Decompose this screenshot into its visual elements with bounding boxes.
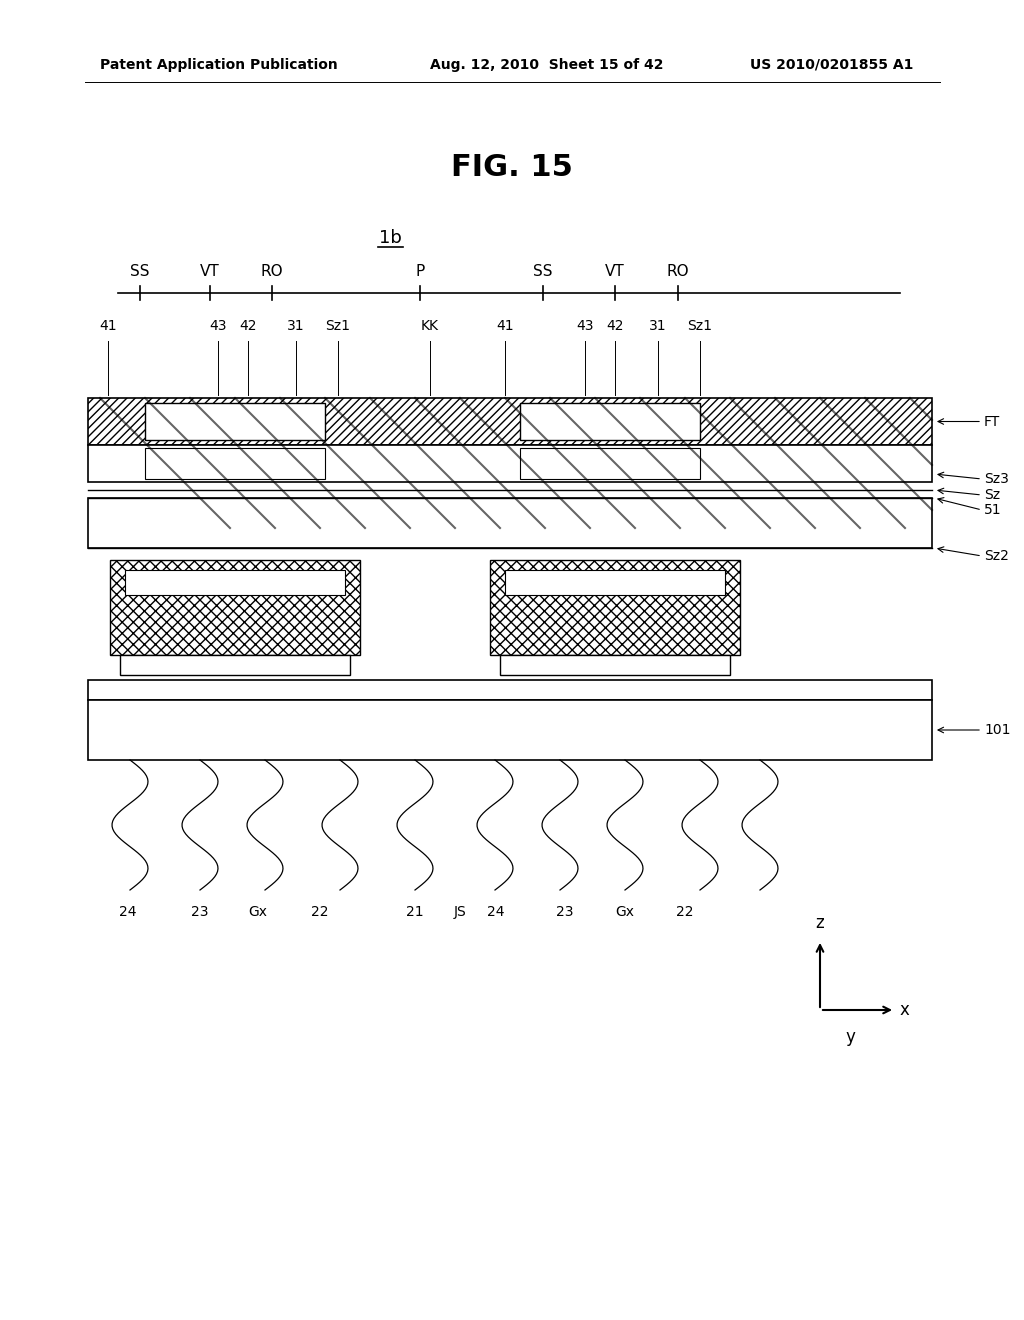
Text: 43: 43 [577, 319, 594, 333]
Text: 21: 21 [407, 906, 424, 919]
Text: Sz1: Sz1 [326, 319, 350, 333]
Text: FT: FT [984, 414, 1000, 429]
Text: 22: 22 [311, 906, 329, 919]
Text: VT: VT [605, 264, 625, 279]
Text: 31: 31 [287, 319, 305, 333]
Bar [120, 655, 350, 675]
Text: 41: 41 [497, 319, 514, 333]
Text: 51: 51 [984, 503, 1001, 517]
Text: z: z [816, 913, 824, 932]
Text: 42: 42 [606, 319, 624, 333]
Text: 101: 101 [984, 723, 1011, 737]
Bar [145, 447, 325, 479]
Bar [110, 560, 360, 655]
Bar [520, 403, 700, 440]
Bar [500, 655, 730, 675]
Text: JS: JS [454, 906, 466, 919]
Text: 41: 41 [99, 319, 117, 333]
Text: x: x [900, 1001, 910, 1019]
Bar [145, 403, 325, 440]
Text: Sz2: Sz2 [984, 549, 1009, 564]
Bar [88, 680, 932, 700]
Bar [88, 700, 932, 760]
Text: Sz3: Sz3 [984, 473, 1009, 486]
Bar [520, 447, 700, 479]
Text: Sz1: Sz1 [687, 319, 713, 333]
Bar [88, 445, 932, 482]
Text: Patent Application Publication: Patent Application Publication [100, 58, 338, 73]
Text: US 2010/0201855 A1: US 2010/0201855 A1 [750, 58, 913, 73]
Text: Gx: Gx [249, 906, 267, 919]
Text: Gx: Gx [615, 906, 635, 919]
Text: Sz: Sz [984, 488, 1000, 502]
Text: 22: 22 [676, 906, 693, 919]
Text: 1b: 1b [379, 228, 401, 247]
Text: 31: 31 [649, 319, 667, 333]
Text: P: P [416, 264, 425, 279]
Text: KK: KK [421, 319, 439, 333]
Text: RO: RO [261, 264, 284, 279]
Text: SS: SS [534, 264, 553, 279]
Text: y: y [845, 1028, 855, 1045]
Text: 24: 24 [119, 906, 137, 919]
Bar [505, 570, 725, 595]
Text: FIG. 15: FIG. 15 [451, 153, 573, 182]
Text: SS: SS [130, 264, 150, 279]
Text: 23: 23 [191, 906, 209, 919]
Bar [490, 560, 740, 655]
Bar [125, 570, 345, 595]
Text: VT: VT [200, 264, 220, 279]
Text: RO: RO [667, 264, 689, 279]
Text: Aug. 12, 2010  Sheet 15 of 42: Aug. 12, 2010 Sheet 15 of 42 [430, 58, 664, 73]
Text: 24: 24 [487, 906, 505, 919]
Bar [88, 399, 932, 445]
Text: 42: 42 [240, 319, 257, 333]
Bar [88, 498, 932, 548]
Text: 43: 43 [209, 319, 226, 333]
Text: 23: 23 [556, 906, 573, 919]
